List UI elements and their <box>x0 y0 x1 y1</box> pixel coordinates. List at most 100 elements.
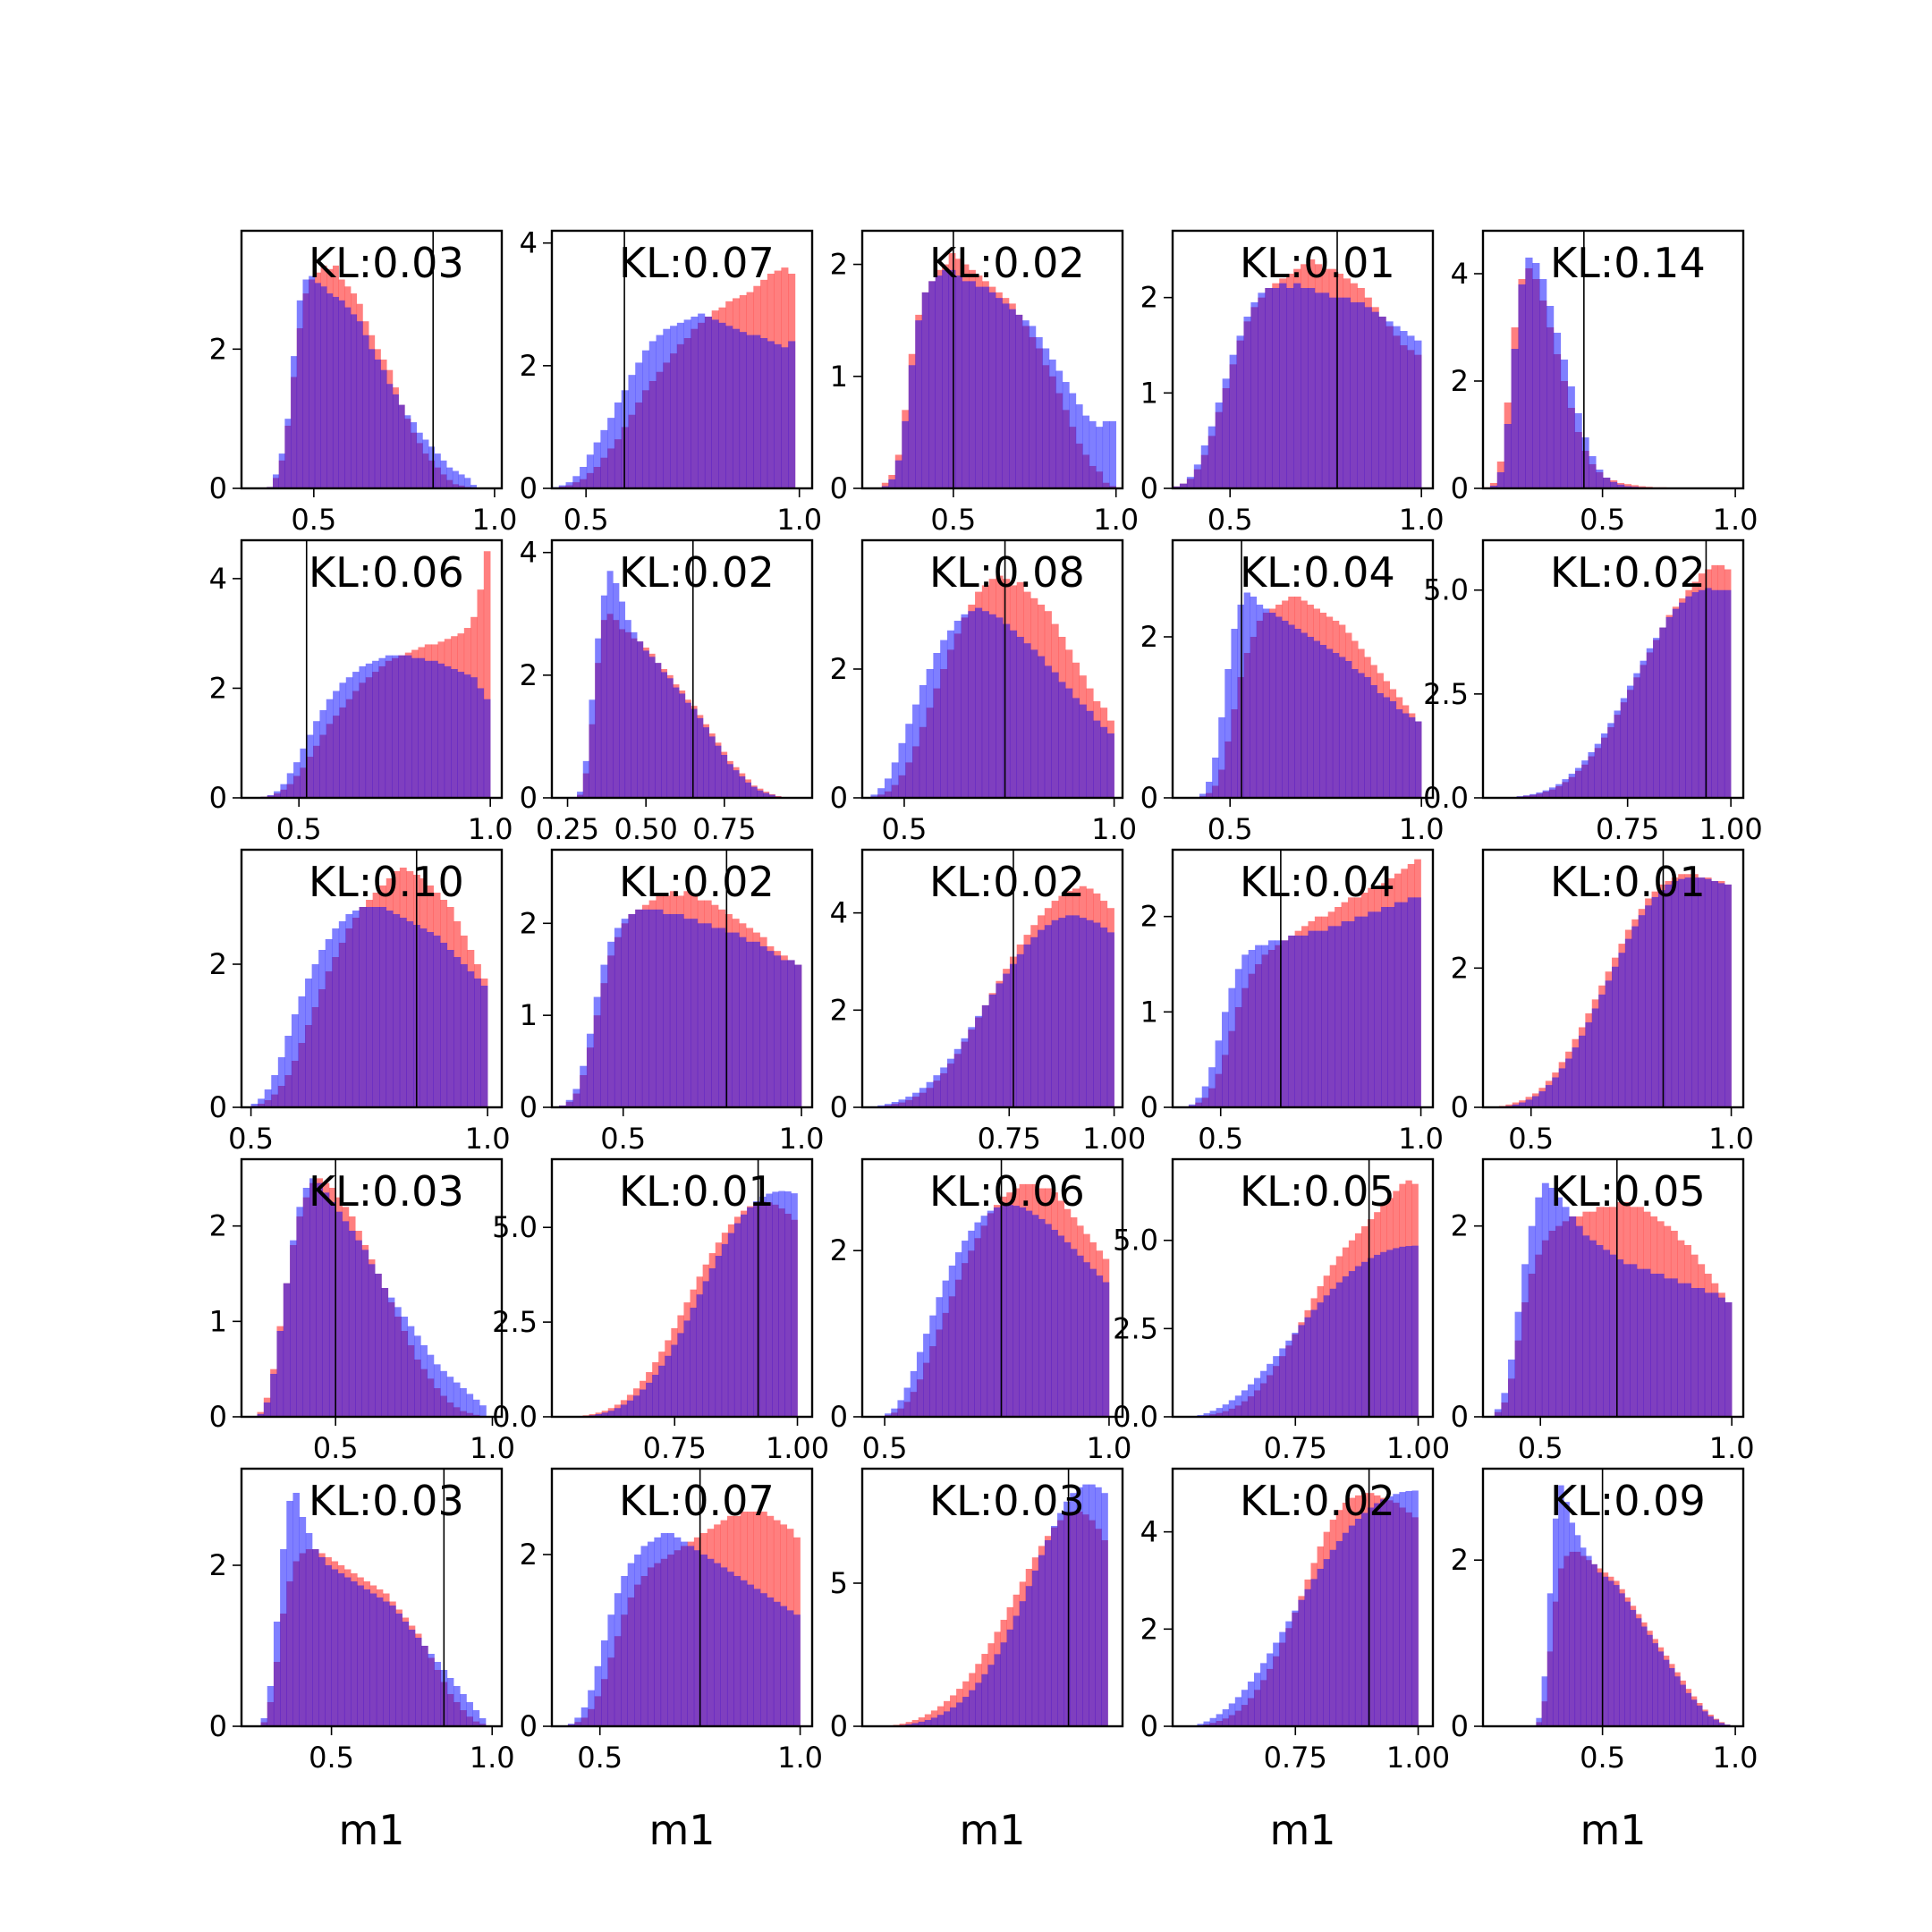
blue-histogram-bar <box>316 1182 323 1417</box>
blue-histogram-bar <box>767 951 775 1107</box>
blue-histogram-bar <box>1262 608 1270 798</box>
blue-histogram-bar <box>996 983 1004 1107</box>
blue-histogram-bar <box>483 699 491 798</box>
blue-histogram-bar <box>767 341 775 488</box>
blue-histogram-bar <box>1345 661 1352 798</box>
blue-histogram-bar <box>607 1614 615 1726</box>
blue-histogram-bar <box>600 595 607 798</box>
blue-histogram-bar <box>1522 795 1530 798</box>
blue-histogram-bar <box>1093 720 1101 798</box>
blue-histogram-bar <box>942 1280 950 1417</box>
blue-histogram-bar <box>1707 1716 1714 1726</box>
blue-histogram-bar <box>586 1033 594 1107</box>
blue-histogram-bar <box>1574 1535 1581 1726</box>
blue-histogram-bar <box>1511 349 1519 488</box>
blue-histogram-bar <box>1015 314 1023 488</box>
blue-histogram-bar <box>306 734 314 798</box>
blue-histogram-bar <box>1370 685 1377 798</box>
blue-histogram-bar <box>1279 1631 1286 1726</box>
blue-histogram-bar <box>1051 1229 1058 1417</box>
blue-histogram-bar <box>969 1690 976 1726</box>
y-tick-label: 0 <box>830 1090 848 1124</box>
axes-frame <box>1171 1157 1435 1419</box>
blue-histogram-bar <box>614 1408 622 1417</box>
blue-histogram-bar <box>1555 1197 1563 1417</box>
y-tick-label: 0 <box>1140 1090 1158 1124</box>
blue-histogram-bar <box>385 655 393 798</box>
blue-histogram-bar <box>740 1580 748 1726</box>
blue-histogram-bar <box>1102 420 1110 488</box>
blue-histogram-bar <box>1335 297 1344 488</box>
blue-histogram-bar <box>1272 288 1280 488</box>
blue-histogram-bar <box>1038 656 1046 798</box>
blue-histogram-bar <box>1565 1058 1572 1107</box>
blue-histogram-bar <box>718 928 726 1107</box>
y-tick-label: 0 <box>209 1709 227 1743</box>
blue-histogram-bar <box>1250 597 1258 798</box>
x-axis-label: m1 <box>648 1806 715 1854</box>
blue-histogram-bar <box>1627 685 1634 798</box>
blue-histogram-bar <box>763 792 770 798</box>
blue-histogram-bar <box>635 909 643 1107</box>
axes-frame <box>860 848 1124 1109</box>
blue-histogram-bar <box>1514 1311 1522 1417</box>
blue-histogram-bar <box>1718 1297 1725 1417</box>
blue-histogram-bar <box>250 1104 258 1107</box>
blue-histogram-bar <box>389 1606 396 1726</box>
blue-histogram-bar <box>1072 915 1080 1107</box>
y-tick-label: 0 <box>209 1090 227 1124</box>
blue-histogram-bar <box>1086 710 1094 798</box>
blue-histogram-bar <box>975 1015 983 1107</box>
blue-histogram-bar <box>1234 969 1242 1107</box>
blue-histogram-bar <box>1237 605 1244 798</box>
x-tick-label: 0.5 <box>600 1122 646 1156</box>
blue-histogram-bar <box>1580 1547 1587 1726</box>
kl-divergence-label: KL:0.06 <box>309 548 464 597</box>
blue-histogram-bar <box>614 402 622 488</box>
axes-frame <box>1481 848 1745 1109</box>
blue-histogram-bar <box>446 467 453 488</box>
blue-histogram-bar <box>380 369 387 488</box>
blue-histogram-bar <box>318 950 326 1107</box>
blue-histogram-bar <box>392 394 399 488</box>
blue-histogram-bar <box>1562 1207 1570 1417</box>
blue-histogram-bar <box>1408 717 1416 798</box>
blue-histogram-bar <box>667 1533 674 1726</box>
blue-histogram-bar <box>1525 258 1533 488</box>
blue-histogram-bar <box>283 1283 291 1417</box>
histogram-panel: 0.5 1.0 0 1 2 KL:0.04 <box>1140 848 1444 1156</box>
x-tick-label: 0.5 <box>276 812 322 846</box>
blue-histogram-bar <box>778 1191 785 1417</box>
histogram-panel: 0.5 1.0 0 1 2 KL:0.02 <box>520 848 824 1156</box>
blue-histogram-bar <box>260 1718 268 1726</box>
blue-histogram-bar <box>267 1686 275 1726</box>
blue-histogram-bar <box>601 1640 608 1726</box>
x-tick-label: 0.75 <box>643 1431 707 1465</box>
blue-histogram-bar <box>661 672 668 798</box>
blue-histogram-bar <box>1504 424 1512 488</box>
blue-histogram-bar <box>1313 640 1320 798</box>
blue-histogram-bar <box>1415 721 1422 798</box>
blue-histogram-bar <box>593 996 601 1107</box>
blue-histogram-bar <box>1347 921 1355 1107</box>
blue-histogram-bar <box>987 1210 995 1417</box>
blue-histogram-bar <box>781 347 789 488</box>
blue-histogram-bar <box>1696 1705 1703 1726</box>
blue-histogram-bar <box>1308 930 1316 1107</box>
blue-histogram-bar <box>1653 638 1660 798</box>
blue-histogram-bar <box>1101 1493 1108 1726</box>
axes-frame <box>240 848 504 1109</box>
blue-histogram-bar <box>263 1402 271 1417</box>
blue-histogram-bar <box>1646 648 1654 798</box>
blue-histogram-bar <box>1698 877 1706 1107</box>
blue-histogram-bar <box>582 760 589 798</box>
blue-histogram-bar <box>1285 1340 1292 1417</box>
blue-histogram-bar <box>627 1563 635 1726</box>
blue-histogram-bar <box>1310 1309 1318 1417</box>
blue-histogram-bar <box>697 923 705 1107</box>
blue-histogram-bar <box>1685 596 1692 798</box>
blue-histogram-bar <box>766 1193 773 1417</box>
blue-histogram-bar <box>663 914 671 1107</box>
blue-histogram-bar <box>1552 1518 1559 1726</box>
blue-histogram-bar <box>1657 890 1665 1107</box>
